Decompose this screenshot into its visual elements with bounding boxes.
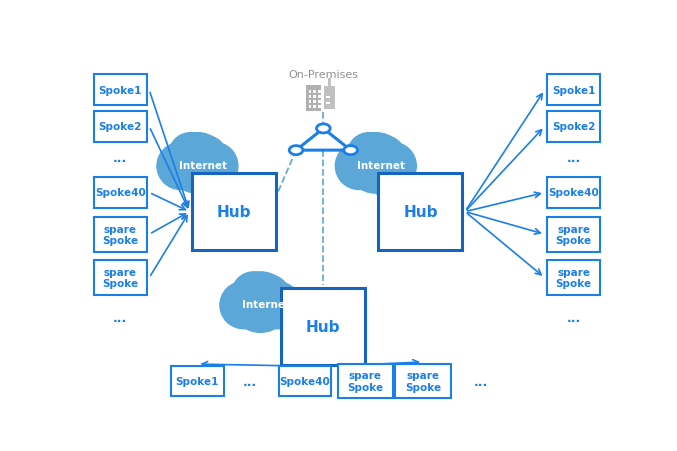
Bar [309,96,311,99]
Bar [313,91,316,94]
Ellipse shape [253,282,301,329]
FancyBboxPatch shape [548,112,600,143]
Text: Hub: Hub [217,205,251,220]
Ellipse shape [179,155,216,193]
Text: spare
Spoke: spare Spoke [347,371,383,392]
Ellipse shape [335,143,383,190]
FancyBboxPatch shape [171,366,223,396]
Text: Spoke1: Spoke1 [552,86,595,96]
Text: Internet: Internet [179,160,227,170]
Circle shape [344,146,357,155]
Ellipse shape [248,275,290,316]
Circle shape [289,146,303,155]
Ellipse shape [190,143,238,190]
Text: spare
Spoke: spare Spoke [102,267,138,289]
Text: spare
Spoke: spare Spoke [102,224,138,245]
Text: Spoke40: Spoke40 [95,188,146,198]
Bar [318,91,321,94]
Ellipse shape [345,133,406,193]
Text: Spoke2: Spoke2 [99,122,142,132]
Bar [306,85,321,111]
FancyBboxPatch shape [338,364,393,399]
Text: ...: ... [567,152,581,165]
Ellipse shape [347,133,391,177]
FancyBboxPatch shape [192,174,276,250]
Bar [318,96,321,99]
Bar [328,78,330,87]
FancyBboxPatch shape [282,289,366,365]
Ellipse shape [169,133,213,177]
Polygon shape [296,129,351,151]
Ellipse shape [364,136,405,177]
Text: Internet: Internet [242,299,290,309]
Ellipse shape [357,155,395,193]
Ellipse shape [220,282,267,329]
Ellipse shape [369,143,416,190]
FancyBboxPatch shape [94,217,146,252]
Text: On-Premises: On-Premises [288,70,358,80]
Text: Internet: Internet [357,160,405,170]
Bar [313,106,316,109]
Bar [309,91,311,94]
Bar [313,101,316,104]
Text: ...: ... [113,312,127,325]
FancyBboxPatch shape [548,75,600,106]
Text: spare
Spoke: spare Spoke [556,224,592,245]
Text: ...: ... [567,312,581,325]
FancyBboxPatch shape [548,261,600,295]
FancyBboxPatch shape [395,364,451,399]
Text: ...: ... [474,375,488,388]
Bar [324,87,335,110]
FancyBboxPatch shape [94,178,146,208]
Circle shape [317,124,330,133]
FancyBboxPatch shape [94,75,146,106]
Bar [318,101,321,104]
FancyBboxPatch shape [548,217,600,252]
Text: Spoke40: Spoke40 [548,188,599,198]
Bar [309,101,311,104]
Ellipse shape [185,136,227,177]
Text: Spoke2: Spoke2 [552,122,595,132]
FancyBboxPatch shape [279,366,331,396]
Text: Hub: Hub [403,205,437,220]
Text: Spoke1: Spoke1 [176,376,219,386]
Text: spare
Spoke: spare Spoke [405,371,441,392]
Text: ...: ... [113,152,127,165]
Text: Hub: Hub [306,319,341,334]
Bar [313,96,316,99]
FancyBboxPatch shape [94,112,146,143]
Bar [309,106,311,109]
Bar [326,97,330,99]
Text: Spoke1: Spoke1 [99,86,142,96]
Ellipse shape [167,133,228,193]
Text: ...: ... [243,375,257,388]
Text: Spoke40: Spoke40 [280,376,330,386]
Text: spare
Spoke: spare Spoke [556,267,592,289]
FancyBboxPatch shape [378,174,462,250]
FancyBboxPatch shape [548,178,600,208]
Bar [318,106,321,109]
FancyBboxPatch shape [94,261,146,295]
Ellipse shape [230,272,291,332]
Ellipse shape [157,143,204,190]
Ellipse shape [232,272,276,316]
Bar [326,102,330,105]
Ellipse shape [242,294,279,331]
